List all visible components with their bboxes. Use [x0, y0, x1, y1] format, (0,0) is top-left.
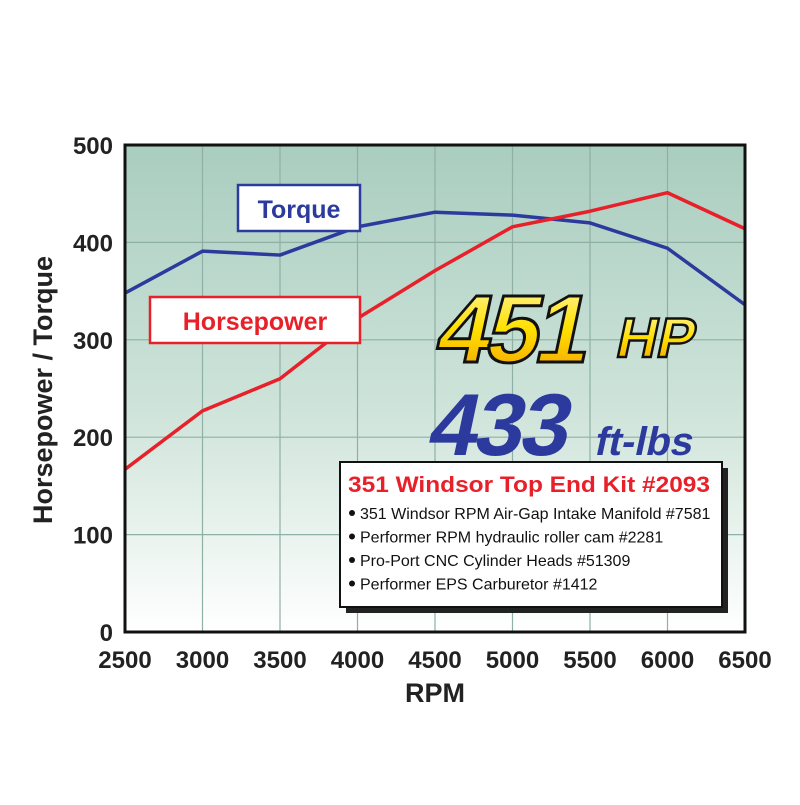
y-tick-label: 0 [100, 620, 113, 647]
info-box-item: Performer EPS Carburetor #1412 [360, 577, 598, 594]
y-tick-label: 100 [73, 523, 113, 550]
bullet-icon [349, 581, 355, 587]
peak-hp-value: 451 [429, 275, 602, 383]
x-axis-label: RPM [405, 678, 465, 708]
info-box-title: 351 Windsor Top End Kit #2093 [348, 472, 710, 497]
bullet-icon [349, 557, 355, 563]
x-tick-label: 5500 [563, 647, 616, 674]
x-tick-label: 3500 [253, 647, 306, 674]
y-axis-label: Horsepower / Torque [28, 256, 58, 524]
peak-torque-value: 433 [421, 375, 580, 474]
legend-torque: Torque [258, 196, 341, 224]
y-tick-label: 500 [73, 133, 113, 160]
y-tick-label: 300 [73, 328, 113, 355]
y-tick-label: 400 [73, 230, 113, 257]
y-tick-label: 200 [73, 425, 113, 452]
info-box-item: Performer RPM hydraulic roller cam #2281 [360, 530, 663, 547]
x-tick-label: 2500 [98, 647, 151, 674]
x-tick-label: 6500 [718, 647, 771, 674]
x-tick-label: 4000 [331, 647, 384, 674]
x-tick-label: 5000 [486, 647, 539, 674]
x-tick-label: 4500 [408, 647, 461, 674]
info-box-item: 351 Windsor RPM Air-Gap Intake Manifold … [360, 506, 711, 523]
peak-hp-unit: HP [612, 307, 703, 369]
bullet-icon [349, 534, 355, 540]
bullet-icon [349, 510, 355, 516]
x-tick-label: 3000 [176, 647, 229, 674]
info-box-item: Pro-Port CNC Cylinder Heads #51309 [360, 553, 630, 570]
legend-horsepower: Horsepower [183, 308, 328, 336]
peak-torque-unit: ft-lbs [591, 418, 698, 463]
x-tick-label: 6000 [641, 647, 694, 674]
